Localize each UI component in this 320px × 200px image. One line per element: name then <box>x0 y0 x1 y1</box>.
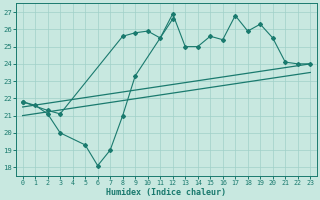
X-axis label: Humidex (Indice chaleur): Humidex (Indice chaleur) <box>107 188 227 197</box>
